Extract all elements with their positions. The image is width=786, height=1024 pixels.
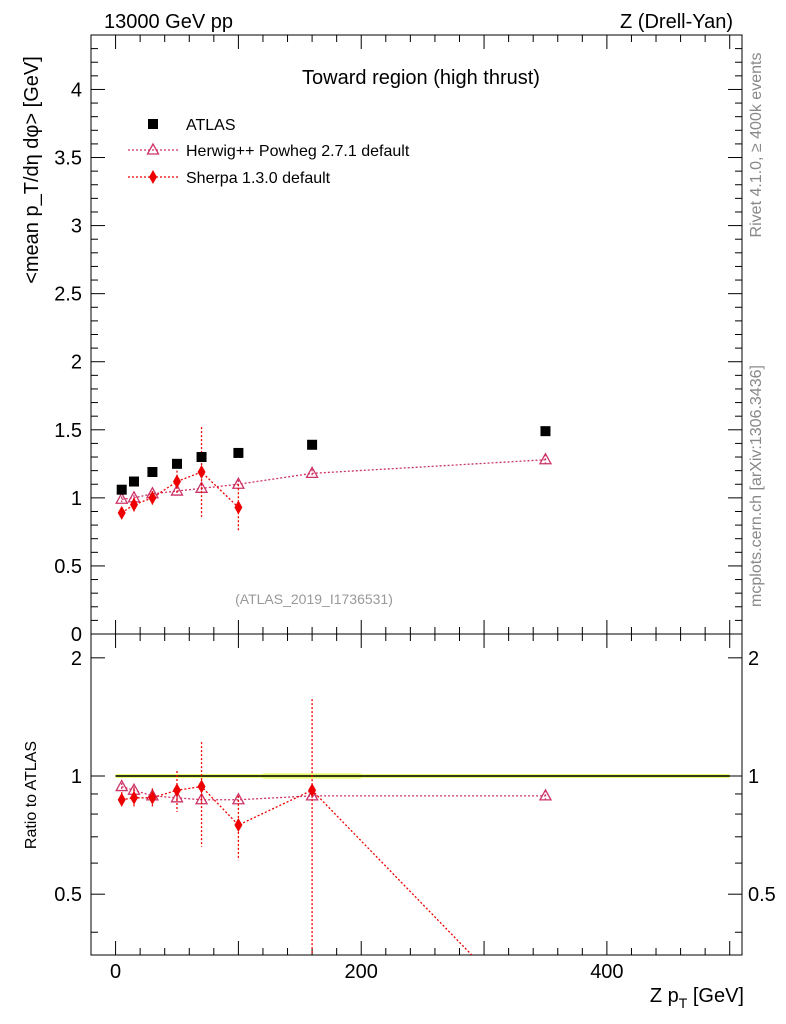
main-y-tick-label: 2	[71, 352, 82, 374]
atlas-marker	[540, 426, 551, 437]
main-panel-frame	[90, 34, 743, 635]
atlas-marker	[128, 476, 139, 487]
sherpa-ratio-marker	[117, 792, 126, 807]
herwig-ratio-marker	[231, 792, 245, 805]
ratio-panel-frame	[90, 633, 743, 956]
main-y-tick-label: 0.5	[54, 556, 82, 578]
main-panel-title: Toward region (high thrust)	[302, 67, 540, 89]
atlas-marker	[196, 452, 207, 463]
ratio-panel-tick-labels: 0.5 0.5 1 1 2 2	[54, 648, 776, 906]
x-axis-label: Z pT [GeV]	[650, 985, 744, 1011]
legend-marker-sherpa	[149, 170, 157, 184]
sherpa-ratio-marker	[172, 783, 181, 798]
ratio-uncertainty-band	[115, 773, 730, 779]
herwig-line	[121, 459, 546, 500]
sherpa-ratio-series	[117, 699, 473, 955]
main-y-tick-label: 1.5	[54, 420, 82, 442]
ratio-y-tick-label-left: 2	[71, 648, 82, 670]
atlas-marker	[116, 484, 127, 495]
atlas-series	[116, 426, 551, 495]
herwig-ratio-line	[121, 785, 546, 801]
main-y-tick-label: 1	[71, 488, 82, 510]
sherpa-marker	[148, 490, 157, 505]
ratio-panel: 0.5 0.5 1 1 2 2 Ratio to ATLAS 0 200 400 Z pT […	[23, 633, 776, 1011]
sherpa-ratio-marker	[308, 783, 317, 798]
x-tick-label: 400	[590, 961, 623, 983]
sherpa-ratio-marker	[234, 818, 243, 833]
herwig-ratio-marker	[115, 779, 129, 792]
main-panel-series	[115, 426, 553, 531]
atlas-marker	[307, 439, 318, 450]
sherpa-ratio-line	[121, 785, 473, 955]
legend-marker-herwig	[146, 142, 160, 155]
legend-marker-atlas	[148, 119, 158, 129]
ratio-panel-ticks	[91, 634, 742, 955]
main-panel-tick-labels: 0 0.5 1 1.5 2 2.5 3 3.5 4	[54, 79, 82, 646]
ratio-y-tick-label-right: 0.5	[748, 884, 776, 906]
herwig-ratio-marker	[538, 788, 553, 801]
herwig-marker	[170, 483, 184, 496]
legend-label-sherpa: Sherpa 1.3.0 default	[186, 170, 331, 187]
sherpa-marker	[197, 464, 206, 479]
ratio-y-tick-label-right: 2	[748, 648, 759, 670]
x-tick-label: 200	[345, 961, 378, 983]
herwig-marker	[115, 491, 129, 504]
mcplots-reference-label: mcplots.cern.ch [arXiv:1306.3436]	[748, 365, 765, 607]
legend-label-atlas: ATLAS	[186, 117, 236, 134]
energy-label: 13000 GeV pp	[104, 11, 233, 33]
sherpa-marker	[117, 505, 126, 520]
ratio-y-tick-label-left: 0.5	[54, 884, 82, 906]
atlas-marker	[171, 458, 182, 469]
ratio-y-axis-label: Ratio to ATLAS	[23, 741, 40, 849]
sherpa-marker	[172, 474, 181, 489]
herwig-marker	[305, 466, 319, 479]
x-axis-tick-labels: 0 200 400	[110, 961, 624, 983]
rivet-version-label: Rivet 4.1.0, ≥ 400k events	[748, 53, 765, 238]
legend-label-herwig: Herwig++ Powheg 2.7.1 default	[186, 143, 410, 160]
process-label: Z (Drell-Yan)	[620, 11, 733, 33]
sherpa-ratio-marker	[129, 790, 138, 805]
ratio-y-tick-label-right: 1	[748, 766, 759, 788]
legend: ATLAS Herwig++ Powheg 2.7.1 default Sher…	[128, 117, 410, 187]
atlas-marker	[147, 466, 158, 477]
legend-markers	[128, 119, 178, 184]
main-y-axis-label: <mean p_T/dη dφ> [GeV]	[21, 56, 43, 284]
ratio-y-tick-label-left: 1	[71, 766, 82, 788]
sherpa-series	[117, 427, 243, 531]
analysis-watermark: (ATLAS_2019_I1736531)	[235, 591, 393, 607]
main-y-tick-label: 4	[71, 79, 82, 101]
herwig-ratio-marker	[170, 790, 184, 803]
main-y-tick-label: 2.5	[54, 284, 82, 306]
ratio-panel-series	[115, 699, 553, 955]
herwig-marker	[538, 452, 553, 465]
x-tick-label: 0	[110, 961, 121, 983]
main-panel: 00.511.522.533.54 (ATLAS_2019_I1736531) …	[21, 34, 743, 646]
main-y-tick-label: 3.5	[54, 148, 82, 170]
sherpa-ratio-marker	[197, 779, 206, 794]
atlas-marker	[233, 447, 244, 458]
main-y-tick-label: 3	[71, 216, 82, 238]
sherpa-marker	[234, 500, 243, 515]
main-y-tick-label: 0	[71, 624, 82, 646]
sherpa-ratio-marker	[148, 790, 157, 805]
sherpa-marker	[129, 497, 138, 512]
